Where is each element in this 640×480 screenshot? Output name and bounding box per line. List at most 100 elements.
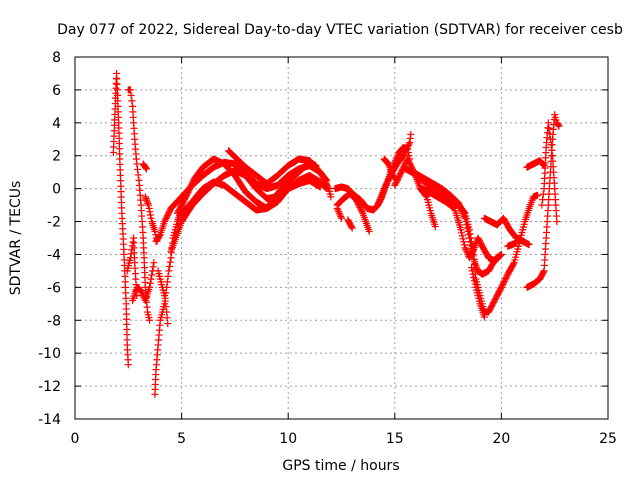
- x-axis-label: GPS time / hours: [282, 458, 399, 474]
- data-point: [146, 283, 154, 291]
- data-point: [545, 124, 553, 132]
- data-point: [539, 196, 547, 204]
- data-point: [470, 273, 478, 281]
- data-point: [145, 204, 153, 212]
- data-point: [455, 199, 463, 207]
- y-tick-label: 0: [52, 182, 61, 198]
- y-tick-label: 4: [52, 116, 61, 132]
- data-point: [546, 135, 554, 143]
- data-point: [461, 214, 469, 222]
- data-point: [127, 250, 135, 258]
- data-point: [146, 279, 154, 287]
- data-point: [538, 201, 546, 209]
- data-point: [187, 182, 195, 190]
- data-point: [134, 171, 142, 179]
- data-point: [156, 232, 164, 240]
- y-tick-label: -4: [47, 247, 61, 263]
- data-point: [457, 226, 465, 234]
- data-point: [465, 234, 473, 242]
- data-point: [183, 191, 191, 199]
- x-tick-label: 25: [599, 431, 617, 447]
- data-point: [470, 277, 478, 285]
- data-point: [164, 320, 172, 328]
- data-point: [468, 267, 476, 275]
- data-point: [458, 229, 466, 237]
- data-point: [469, 247, 477, 255]
- data-point: [455, 201, 463, 209]
- data-point: [138, 288, 146, 296]
- data-point: [127, 91, 135, 99]
- data-point: [189, 178, 197, 186]
- data-point: [497, 250, 505, 258]
- data-point: [348, 224, 356, 232]
- data-point: [161, 292, 169, 300]
- data-point: [145, 201, 153, 209]
- data-series-sdtvar: [109, 69, 563, 398]
- data-point: [554, 121, 562, 129]
- data-point: [164, 272, 172, 280]
- data-point: [459, 209, 467, 217]
- y-tick-label: -6: [47, 280, 61, 296]
- data-point: [480, 313, 488, 321]
- data-point: [460, 241, 468, 249]
- data-point: [460, 211, 468, 219]
- data-point: [163, 278, 171, 286]
- data-point: [185, 185, 193, 193]
- data-point: [460, 213, 468, 221]
- data-point: [365, 227, 373, 235]
- data-point: [463, 221, 471, 229]
- data-point: [141, 193, 149, 201]
- data-point: [327, 193, 335, 201]
- data-point: [183, 190, 191, 198]
- data-point: [184, 188, 192, 196]
- data-point: [509, 260, 517, 268]
- data-point: [461, 244, 469, 252]
- data-point: [147, 214, 155, 222]
- data-point: [465, 231, 473, 239]
- x-tick-label: 15: [386, 431, 404, 447]
- data-point: [358, 208, 366, 216]
- data-point: [471, 280, 479, 288]
- data-point: [405, 140, 413, 148]
- axes: 0 5 10 15 20 25 -14 -12 -10 -8 -6 -4 -2 0 2 4 6 8: [38, 50, 617, 447]
- data-point: [338, 214, 345, 222]
- data-point: [166, 263, 174, 271]
- y-axis-label: SDTVAR / TECUs: [8, 181, 24, 296]
- data-point: [539, 190, 547, 198]
- data-point: [335, 208, 343, 216]
- data-point: [185, 187, 193, 195]
- data-point: [463, 224, 471, 232]
- data-point: [188, 179, 196, 187]
- data-point: [497, 251, 505, 259]
- data-point: [143, 198, 151, 206]
- y-tick-label: 8: [52, 50, 61, 66]
- data-point: [149, 263, 157, 271]
- data-point: [459, 235, 467, 243]
- data-point: [166, 258, 174, 266]
- data-point: [146, 316, 154, 324]
- data-point: [534, 191, 542, 199]
- data-point: [142, 195, 150, 203]
- chart-title: Day 077 of 2022, Sidereal Day-to-day VTE…: [57, 22, 623, 38]
- plot-frame: [74, 56, 609, 420]
- data-point: [182, 193, 190, 201]
- data-point: [462, 218, 470, 226]
- data-point: [186, 184, 194, 192]
- data-point: [165, 267, 173, 275]
- data-point: [548, 146, 556, 154]
- data-point: [431, 222, 439, 230]
- data-point: [316, 183, 324, 191]
- data-point: [458, 232, 466, 240]
- x-tick-label: 5: [177, 431, 186, 447]
- data-point: [407, 130, 415, 138]
- data-point: [383, 158, 391, 166]
- data-point: [333, 204, 341, 212]
- data-point: [553, 218, 561, 226]
- data-point: [546, 130, 554, 138]
- data-point: [142, 165, 150, 173]
- y-tick-label: 6: [52, 83, 61, 99]
- data-point: [466, 238, 474, 246]
- data-point: [129, 238, 137, 246]
- data-point: [151, 227, 159, 235]
- y-tick-label: -8: [47, 313, 61, 329]
